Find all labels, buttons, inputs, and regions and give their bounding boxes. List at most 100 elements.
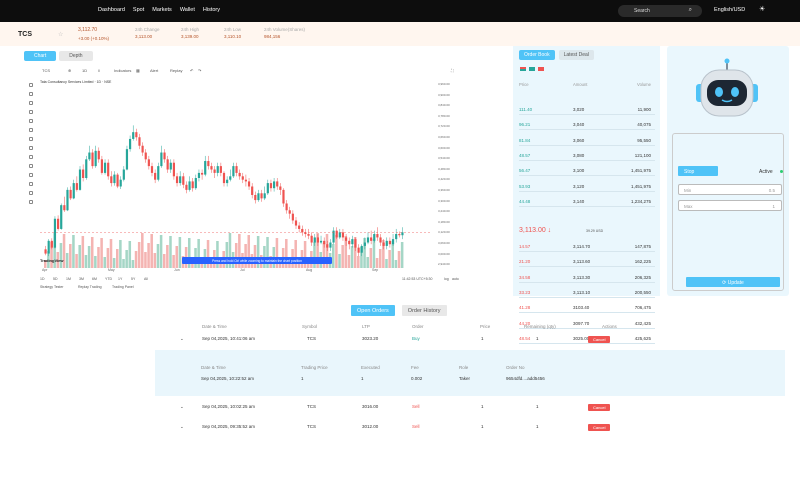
candle-body[interactable] <box>150 166 154 173</box>
expand-chevron-icon[interactable]: ⌄ <box>180 336 184 341</box>
candle-body[interactable] <box>391 239 395 245</box>
candle-body[interactable] <box>304 232 307 235</box>
search-icon[interactable]: ⌕ <box>688 7 692 13</box>
candle-body[interactable] <box>94 150 97 167</box>
order-book-bid-row[interactable]: 96.21 3,040 40,075 <box>519 118 655 131</box>
candle-body[interactable] <box>85 159 88 178</box>
cancel-button[interactable]: Cancel <box>588 404 611 411</box>
expand-chevron-icon[interactable]: ⌄ <box>180 404 184 409</box>
candlestick-plot[interactable] <box>40 78 432 278</box>
candle-body[interactable] <box>160 152 163 167</box>
candle-body[interactable] <box>241 176 244 180</box>
candle-body[interactable] <box>398 234 401 236</box>
candle-body[interactable] <box>204 161 207 175</box>
candle-body[interactable] <box>229 176 232 180</box>
nav-wallet[interactable]: Wallet <box>179 7 195 13</box>
candle-body[interactable] <box>188 181 191 190</box>
nav-history[interactable]: History <box>202 7 221 13</box>
tab-latest-deal[interactable]: Latest Deal <box>558 50 594 60</box>
candle-body[interactable] <box>56 218 60 229</box>
candle-body[interactable] <box>344 237 348 241</box>
order-book-bid-row[interactable]: 111.40 3,020 11,900 <box>519 103 655 115</box>
candle-body[interactable] <box>366 237 370 243</box>
candle-body[interactable] <box>179 176 182 184</box>
candle-body[interactable] <box>313 237 316 243</box>
candle-body[interactable] <box>298 225 301 229</box>
candle-body[interactable] <box>247 181 251 187</box>
candle-body[interactable] <box>401 232 404 236</box>
templates-icon[interactable]: ▦ <box>136 68 140 73</box>
candle-body[interactable] <box>348 240 351 245</box>
candle-body[interactable] <box>388 240 392 245</box>
candle-body[interactable] <box>213 169 216 173</box>
candle-body[interactable] <box>238 172 241 177</box>
crosshair-icon[interactable] <box>29 83 33 87</box>
candle-body[interactable] <box>72 183 75 199</box>
range-button[interactable]: 3M <box>79 277 84 281</box>
candle-body[interactable] <box>175 176 179 184</box>
candle-body[interactable] <box>301 228 304 233</box>
candle-body[interactable] <box>169 162 172 170</box>
candle-body[interactable] <box>226 179 229 184</box>
candle-body[interactable] <box>323 240 326 245</box>
trendline-icon[interactable] <box>29 92 33 96</box>
range-button[interactable]: 1M <box>66 277 71 281</box>
candle-body[interactable] <box>172 162 176 177</box>
order-book-ask-row[interactable]: 21.20 3,113.60 162,225 <box>519 255 655 268</box>
candle-body[interactable] <box>326 244 329 248</box>
candle-body[interactable] <box>53 218 57 248</box>
candle-body[interactable] <box>194 178 197 189</box>
order-book-bid-row[interactable]: 81.84 3,060 95,550 <box>519 134 655 146</box>
candle-body[interactable] <box>128 138 132 150</box>
candle-body[interactable] <box>210 166 213 170</box>
log-toggle[interactable]: log <box>444 277 449 281</box>
candle-body[interactable] <box>91 152 94 167</box>
view-both-icon[interactable] <box>520 67 526 71</box>
lock-icon[interactable] <box>29 182 33 186</box>
eye-icon[interactable] <box>29 191 33 195</box>
emoji-icon[interactable] <box>29 146 33 150</box>
candle-body[interactable] <box>335 230 338 238</box>
view-bids-icon[interactable] <box>529 67 535 71</box>
order-book-ask-row[interactable]: 14.57 3,114.70 147,875 <box>519 240 655 252</box>
nav-markets[interactable]: Markets <box>152 7 172 13</box>
candle-body[interactable] <box>63 205 66 211</box>
candle-body[interactable] <box>357 247 360 253</box>
candle-body[interactable] <box>232 166 235 177</box>
time-axis[interactable]: Apr May Jun Jul Aug Sep <box>40 268 432 274</box>
candle-body[interactable] <box>60 205 63 229</box>
favorite-star-icon[interactable]: ☆ <box>58 32 64 38</box>
chart-type-icon[interactable]: ‖ <box>98 68 100 73</box>
cancel-button[interactable]: Cancel <box>588 424 611 431</box>
candle-body[interactable] <box>113 174 116 184</box>
ruler-icon[interactable] <box>29 155 33 159</box>
candle-body[interactable] <box>222 172 226 184</box>
indicators-button[interactable]: Indicators <box>114 68 132 73</box>
trash-icon[interactable] <box>29 200 33 204</box>
redo-icon[interactable]: ↷ <box>198 68 202 73</box>
range-button[interactable]: 1Y <box>118 277 123 281</box>
candle-body[interactable] <box>272 181 276 189</box>
candle-body[interactable] <box>291 213 294 221</box>
order-book-bid-row[interactable]: 44.48 3,140 1,234,275 <box>519 195 655 207</box>
candle-body[interactable] <box>100 159 104 173</box>
text-icon[interactable] <box>29 137 33 141</box>
candle-body[interactable] <box>376 234 379 238</box>
theme-toggle-icon[interactable]: ☀ <box>759 6 766 13</box>
interval-button[interactable]: 1D <box>82 68 88 73</box>
symbol-search-input[interactable]: TCS <box>42 68 50 73</box>
range-button[interactable]: 1D <box>40 277 45 281</box>
replay-trading-tab[interactable]: Replay Trading <box>78 285 102 289</box>
candle-body[interactable] <box>279 186 282 190</box>
candle-body[interactable] <box>285 203 288 211</box>
candle-body[interactable] <box>332 230 335 243</box>
candle-body[interactable] <box>395 234 398 240</box>
nav-dashboard[interactable]: Dashboard <box>98 7 125 13</box>
tab-order-history[interactable]: Order History <box>401 305 447 316</box>
tab-order-book[interactable]: Order Book <box>519 50 555 60</box>
expand-chevron-icon[interactable]: ⌄ <box>180 424 184 429</box>
range-button[interactable]: 6M <box>92 277 97 281</box>
candle-body[interactable] <box>244 179 248 182</box>
strategy-tester-tab[interactable]: Strategy Tester <box>40 285 64 289</box>
order-book-bid-row[interactable]: 48.57 3,080 121,100 <box>519 149 655 161</box>
